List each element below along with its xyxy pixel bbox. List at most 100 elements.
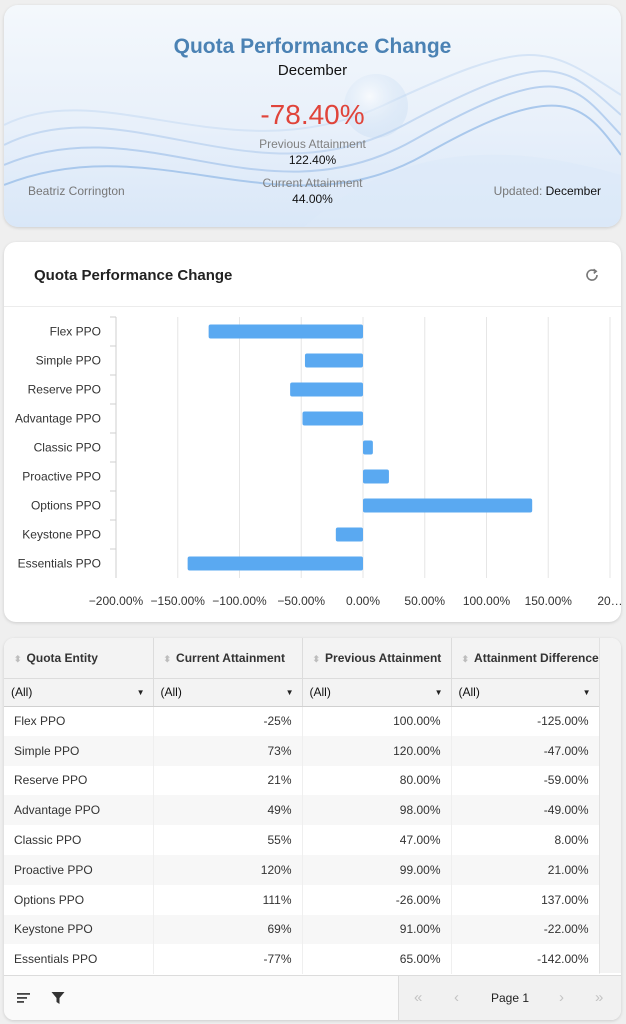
wave-background (4, 54, 621, 227)
x-tick-label: −100.00% (212, 594, 267, 608)
cell-entity: Essentials PPO (4, 944, 154, 975)
data-grid: ⬍ Quota Entity ⬍ Current Attainment ⬍ Previ… (4, 638, 600, 975)
sort-icon[interactable]: ⬍ (14, 653, 22, 664)
cell-entity: Advantage PPO (4, 795, 154, 826)
column-header-current-attainment[interactable]: ⬍ Current Attainment (153, 638, 303, 679)
cell-previous: 65.00% (302, 944, 452, 975)
cell-previous: 80.00% (302, 765, 452, 796)
cell-difference: -22.00% (451, 914, 600, 945)
cell-entity: Keystone PPO (4, 914, 154, 945)
cell-entity: Options PPO (4, 884, 154, 915)
kpi-title: Quota Performance Change (173, 35, 452, 58)
bar (363, 498, 533, 513)
cell-previous: 120.00% (302, 735, 452, 766)
x-tick-label: 150.00% (525, 594, 573, 608)
refresh-icon[interactable] (583, 266, 601, 284)
cell-previous: 47.00% (302, 825, 452, 855)
bar (290, 382, 363, 397)
category-label: Classic PPO (34, 441, 101, 455)
vertical-scrollbar[interactable] (599, 638, 621, 973)
x-tick-label: −50.00% (277, 594, 325, 608)
pager: « ‹ Page 1 › » (398, 976, 621, 1020)
bar (302, 411, 363, 426)
cell-current: 55% (153, 825, 303, 855)
filter-previous-attainment[interactable]: (All) ▼ (302, 678, 452, 707)
filter-attainment-difference[interactable]: (All) ▼ (451, 678, 600, 707)
cell-difference: 8.00% (451, 825, 600, 855)
column-header-attainment-difference[interactable]: ⬍ Attainment Difference (451, 638, 600, 679)
dropdown-arrow-icon: ▼ (136, 687, 145, 697)
x-tick-label: 100.00% (463, 594, 511, 608)
x-tick-label: −150.00% (151, 594, 206, 608)
table-row[interactable]: Classic PPO 55% 47.00% 8.00% (4, 825, 600, 855)
cell-current: -77% (153, 944, 303, 975)
owner-name: Beatriz Corrington (28, 184, 125, 198)
x-tick-label: −200.00% (89, 594, 144, 608)
sort-icon[interactable]: ⬍ (163, 653, 172, 664)
dropdown-arrow-icon: ▼ (285, 687, 294, 697)
grid-footer: « ‹ Page 1 › » (4, 975, 621, 1020)
cell-difference: -142.00% (451, 944, 600, 975)
first-page-icon[interactable]: « (414, 989, 423, 1006)
category-label: Proactive PPO (22, 470, 101, 484)
cell-difference: -59.00% (451, 765, 600, 796)
sort-icon[interactable]: ⬍ (312, 653, 321, 664)
bar (187, 556, 363, 571)
cell-difference: 137.00% (451, 884, 600, 915)
cell-current: 21% (153, 765, 303, 796)
filter-current-attainment[interactable]: (All) ▼ (153, 678, 303, 707)
cell-current: 73% (153, 735, 303, 766)
cell-previous: 99.00% (302, 854, 452, 885)
cell-current: 69% (153, 914, 303, 945)
table-row[interactable]: Reserve PPO 21% 80.00% -59.00% (4, 765, 600, 796)
table-row[interactable]: Advantage PPO 49% 98.00% -49.00% (4, 795, 600, 826)
table-row[interactable]: Proactive PPO 120% 99.00% 21.00% (4, 854, 600, 885)
chart-header-divider (4, 306, 621, 307)
table-row[interactable]: Essentials PPO -77% 65.00% -142.00% (4, 944, 600, 975)
column-header-previous-attainment[interactable]: ⬍ Previous Attainment (302, 638, 452, 679)
previous-attainment-label: Previous Attainment (259, 137, 366, 151)
updated-value: December (545, 184, 601, 198)
cell-entity: Proactive PPO (4, 854, 154, 885)
table-row[interactable]: Keystone PPO 69% 91.00% -22.00% (4, 914, 600, 945)
cell-previous: -26.00% (302, 884, 452, 915)
category-label: Advantage PPO (15, 412, 101, 426)
cell-entity: Reserve PPO (4, 765, 154, 796)
category-label: Essentials PPO (18, 557, 101, 571)
filter-icon[interactable] (50, 990, 66, 1006)
bar (363, 469, 389, 484)
table-row[interactable]: Flex PPO -25% 100.00% -125.00% (4, 706, 600, 736)
category-label: Flex PPO (50, 325, 101, 339)
kpi-card: Quota Performance Change December -78.40… (4, 5, 621, 227)
cell-current: -25% (153, 706, 303, 736)
category-label: Keystone PPO (22, 528, 101, 542)
x-tick-label: 20… (597, 594, 621, 608)
sort-icon[interactable]: ⬍ (461, 653, 470, 664)
columns-icon[interactable] (16, 990, 32, 1006)
bar (363, 440, 373, 455)
last-page-icon[interactable]: » (595, 989, 604, 1006)
updated-info: Updated: December (494, 184, 601, 198)
prev-page-icon[interactable]: ‹ (454, 989, 459, 1006)
category-label: Simple PPO (36, 354, 101, 368)
table-row[interactable]: Simple PPO 73% 120.00% -47.00% (4, 735, 600, 766)
next-page-icon[interactable]: › (559, 989, 564, 1006)
cell-previous: 91.00% (302, 914, 452, 945)
kpi-change-value: -78.40% (260, 99, 365, 130)
cell-current: 49% (153, 795, 303, 826)
cell-entity: Flex PPO (4, 706, 154, 736)
table-row[interactable]: Options PPO 111% -26.00% 137.00% (4, 884, 600, 915)
kpi-period: December (277, 62, 348, 79)
cell-entity: Classic PPO (4, 825, 154, 855)
bar (335, 527, 363, 542)
cell-entity: Simple PPO (4, 735, 154, 766)
cell-previous: 100.00% (302, 706, 452, 736)
table-card: ⬍ Quota Entity ⬍ Current Attainment ⬍ Previ… (4, 638, 621, 1020)
filter-quota-entity[interactable]: (All) ▼ (4, 678, 154, 707)
bar-chart: −200.00% −150.00% −100.00% −50.00% 0.00% 50.0… (15, 316, 621, 608)
previous-attainment-value: 122.40% (288, 153, 337, 167)
cell-difference: -125.00% (451, 706, 600, 736)
dropdown-arrow-icon: ▼ (582, 687, 591, 697)
page-indicator: Page 1 (491, 991, 530, 1005)
column-header-quota-entity[interactable]: ⬍ Quota Entity (4, 638, 154, 679)
